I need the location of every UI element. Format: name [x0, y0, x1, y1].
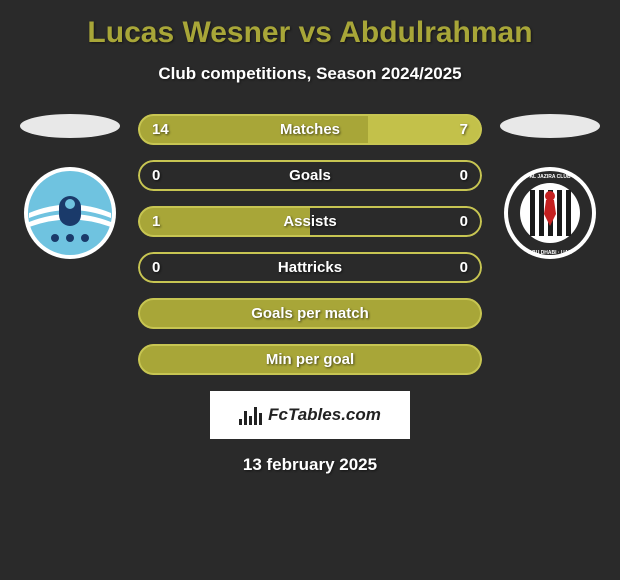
brand-box[interactable]: FcTables.com: [210, 391, 410, 439]
stat-value-right: 7: [460, 121, 468, 138]
aljazira-logo-icon: AL JAZIRA CLUB ABU DHABI · UAE: [503, 166, 597, 260]
right-side: AL JAZIRA CLUB ABU DHABI · UAE: [500, 114, 600, 260]
left-ellipse-placeholder: [20, 114, 120, 138]
stat-value-left: 1: [152, 213, 160, 230]
stat-row-assists: 1 Assists 0: [138, 206, 482, 237]
left-side: [20, 114, 120, 260]
stat-value-right: 0: [460, 259, 468, 276]
stat-label: Goals per match: [251, 305, 369, 322]
brand-bars-icon: [239, 405, 262, 425]
brand-text: FcTables.com: [268, 405, 381, 425]
baniyas-logo-icon: [23, 166, 117, 260]
svg-text:AL JAZIRA CLUB: AL JAZIRA CLUB: [529, 174, 571, 180]
left-club-logo: [23, 166, 117, 260]
stat-label: Assists: [283, 213, 336, 230]
stat-label: Matches: [280, 121, 340, 138]
stat-value-right: 0: [460, 213, 468, 230]
stat-value-right: 0: [460, 167, 468, 184]
svg-text:ABU DHABI · UAE: ABU DHABI · UAE: [528, 250, 572, 256]
stat-label: Min per goal: [266, 351, 354, 368]
stat-row-min-per-goal: Min per goal: [138, 344, 482, 375]
right-ellipse-placeholder: [500, 114, 600, 138]
stat-value-left: 14: [152, 121, 169, 138]
right-club-logo: AL JAZIRA CLUB ABU DHABI · UAE: [503, 166, 597, 260]
stat-value-left: 0: [152, 167, 160, 184]
main-area: 14 Matches 7 0 Goals 0 1 Assists 0 0 Hattricks 0 Goa…: [0, 114, 620, 375]
stat-label: Hattricks: [278, 259, 342, 276]
stat-value-left: 0: [152, 259, 160, 276]
subtitle: Club competitions, Season 2024/2025: [0, 64, 620, 84]
stat-row-goals: 0 Goals 0: [138, 160, 482, 191]
date-label: 13 february 2025: [0, 455, 620, 475]
stat-row-hattricks: 0 Hattricks 0: [138, 252, 482, 283]
stats-column: 14 Matches 7 0 Goals 0 1 Assists 0 0 Hattricks 0 Goa…: [138, 114, 482, 375]
stat-label: Goals: [289, 167, 331, 184]
comparison-card: Lucas Wesner vs Abdulrahman Club competi…: [0, 0, 620, 485]
page-title: Lucas Wesner vs Abdulrahman: [0, 16, 620, 50]
stat-row-goals-per-match: Goals per match: [138, 298, 482, 329]
stat-row-matches: 14 Matches 7: [138, 114, 482, 145]
